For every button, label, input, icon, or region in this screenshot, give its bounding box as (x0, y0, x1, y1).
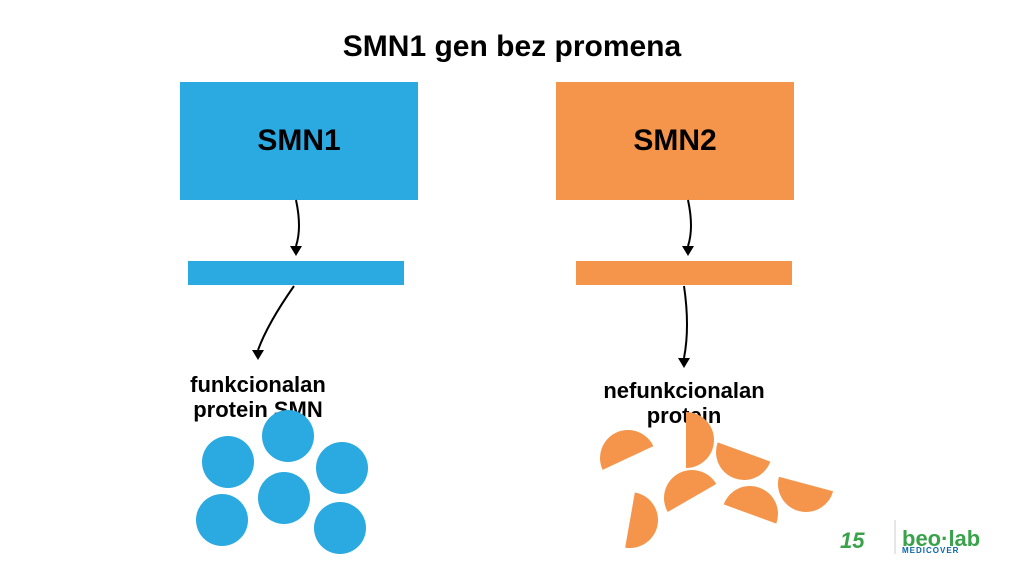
smn2-arrow-2 (0, 0, 1024, 576)
smn2-protein-3 (600, 490, 660, 550)
logo-divider (894, 520, 896, 554)
smn2-protein-0 (598, 428, 658, 488)
smn2-protein-2 (714, 422, 774, 482)
smn2-protein-5 (720, 484, 780, 544)
logo-medicover: MEDICOVER (902, 546, 959, 555)
logo-15: 15 (840, 528, 864, 554)
smn2-protein-1 (656, 410, 716, 470)
smn2-protein-6 (776, 454, 836, 514)
smn2-protein-label-line1: nefunkcionalan (534, 378, 834, 403)
smn2-protein-4 (662, 468, 722, 528)
